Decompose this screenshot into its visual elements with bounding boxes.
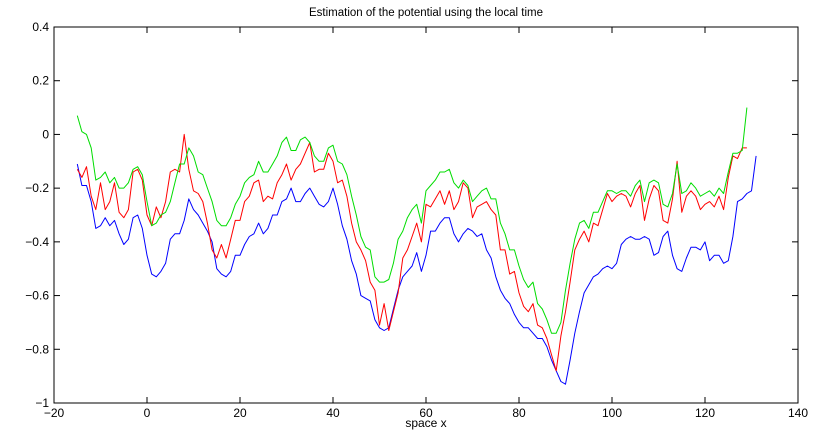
y-tick-label: −1	[35, 396, 49, 410]
y-tick-label: 0.2	[32, 74, 49, 88]
chart-title: Estimation of the potential using the lo…	[309, 7, 543, 19]
plot-area	[53, 26, 799, 404]
y-tick-label: −0.8	[25, 342, 49, 356]
x-tick-label: −20	[44, 406, 65, 420]
x-tick-label: 100	[602, 406, 622, 420]
series-line-red	[76, 133, 747, 372]
y-tick-label: 0	[42, 127, 49, 141]
series-layer	[76, 107, 757, 385]
x-tick-label: 0	[144, 406, 151, 420]
x-tick-label: 120	[695, 406, 715, 420]
x-tick-label: 60	[419, 406, 433, 420]
x-tick-label: 40	[326, 406, 340, 420]
y-tick-label: 0.4	[32, 20, 49, 34]
x-tick-label: 80	[512, 406, 526, 420]
series-line-blue	[76, 155, 757, 385]
series-line-green	[76, 107, 748, 334]
y-tick-label: −0.4	[25, 235, 49, 249]
x-tick-label: 140	[788, 406, 808, 420]
x-tick-label: 20	[233, 406, 247, 420]
x-axis-label: space x	[405, 416, 446, 430]
y-tick-label: −0.2	[25, 181, 49, 195]
axis-ticks: −20 0 20 40 60 80 100 120 140 −1 −0.8 −0.6 −0.4 −0.2 0…	[25, 20, 808, 420]
y-tick-label: −0.6	[25, 289, 49, 303]
